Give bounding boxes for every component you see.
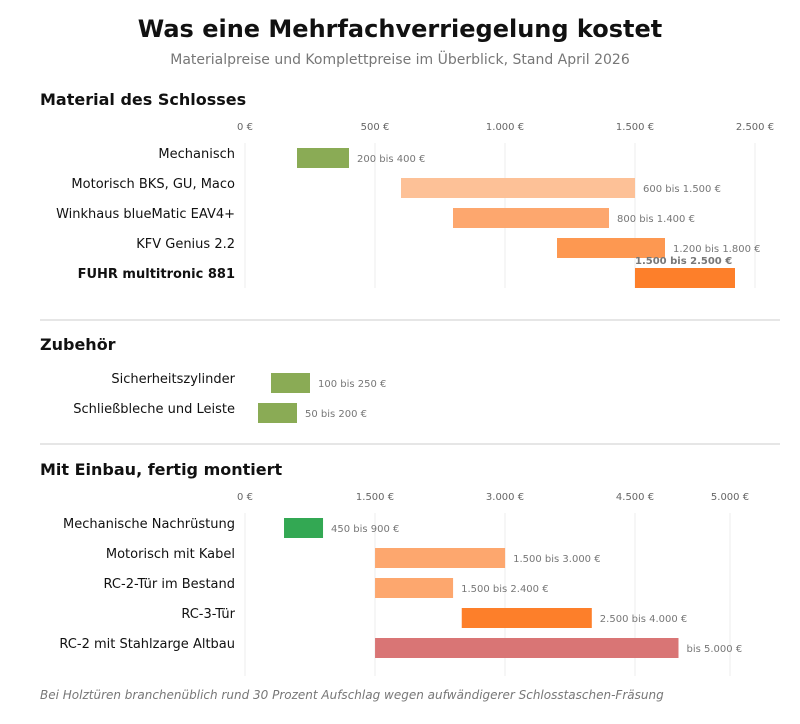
range-bar <box>461 608 592 628</box>
x-tick-label: 4.500 € <box>616 492 654 503</box>
data-label: 50 bis 200 € <box>305 409 367 420</box>
x-tick-label: 1.500 € <box>356 492 394 503</box>
data-label: 1.500 bis 2.400 € <box>461 584 548 595</box>
category-label: RC-2 mit Stahlzarge Altbau <box>59 637 235 652</box>
range-bar <box>297 148 349 168</box>
x-tick-label: 0 € <box>237 492 253 503</box>
x-tick-label: 1.000 € <box>486 122 524 133</box>
chart-subtitle: Materialpreise und Komplettpreise im Übe… <box>170 52 630 68</box>
category-label: RC-3-Tür <box>181 607 235 622</box>
section-title: Material des Schlosses <box>40 90 246 109</box>
category-label: KFV Genius 2.2 <box>136 237 235 252</box>
category-label: Motorisch mit Kabel <box>106 547 235 562</box>
category-label: Motorisch BKS, GU, Maco <box>71 177 235 192</box>
data-label: 800 bis 1.400 € <box>617 214 695 225</box>
x-tick-label: 0 € <box>237 122 253 133</box>
category-label: Winkhaus blueMatic EAV4+ <box>56 207 235 222</box>
data-label: 2.500 bis 4.000 € <box>600 614 688 625</box>
data-label: 100 bis 250 € <box>318 379 386 390</box>
section-title: Zubehör <box>40 335 116 354</box>
range-bar <box>258 403 297 423</box>
category-label: Sicherheitszylinder <box>111 372 235 387</box>
category-label: FUHR multitronic 881 <box>78 267 235 282</box>
range-bar <box>375 548 506 568</box>
data-label: 200 bis 400 € <box>357 154 425 165</box>
data-label: 600 bis 1.500 € <box>643 184 721 195</box>
category-label: Mechanische Nachrüstung <box>63 517 235 532</box>
range-bar <box>401 178 635 198</box>
x-tick-label: 500 € <box>361 122 390 133</box>
range-bar <box>635 268 735 288</box>
category-label: RC-2-Tür im Bestand <box>104 577 235 592</box>
category-label: Mechanisch <box>158 147 235 162</box>
x-tick-label: 2.500 € <box>736 122 774 133</box>
x-tick-label: 5.000 € <box>711 492 749 503</box>
range-bar <box>375 578 454 598</box>
data-label: 1.500 bis 2.500 € <box>635 256 732 267</box>
chart-title: Was eine Mehrfachverriegelung kostet <box>137 15 663 43</box>
range-bar <box>271 373 310 393</box>
data-label: 450 bis 900 € <box>331 524 399 535</box>
footer-note: Bei Holztüren branchenüblich rund 30 Pro… <box>40 688 664 702</box>
category-label: Schließbleche und Leiste <box>73 402 235 417</box>
data-label: 1.200 bis 1.800 € <box>673 244 761 255</box>
range-bar <box>284 518 324 538</box>
section-title: Mit Einbau, fertig montiert <box>40 460 283 479</box>
range-bar <box>453 208 609 228</box>
range-bar <box>557 238 665 258</box>
range-bar <box>375 638 679 658</box>
data-label: bis 5.000 € <box>687 644 743 655</box>
data-label: 1.500 bis 3.000 € <box>513 554 601 565</box>
x-tick-label: 1.500 € <box>616 122 654 133</box>
x-tick-label: 3.000 € <box>486 492 524 503</box>
